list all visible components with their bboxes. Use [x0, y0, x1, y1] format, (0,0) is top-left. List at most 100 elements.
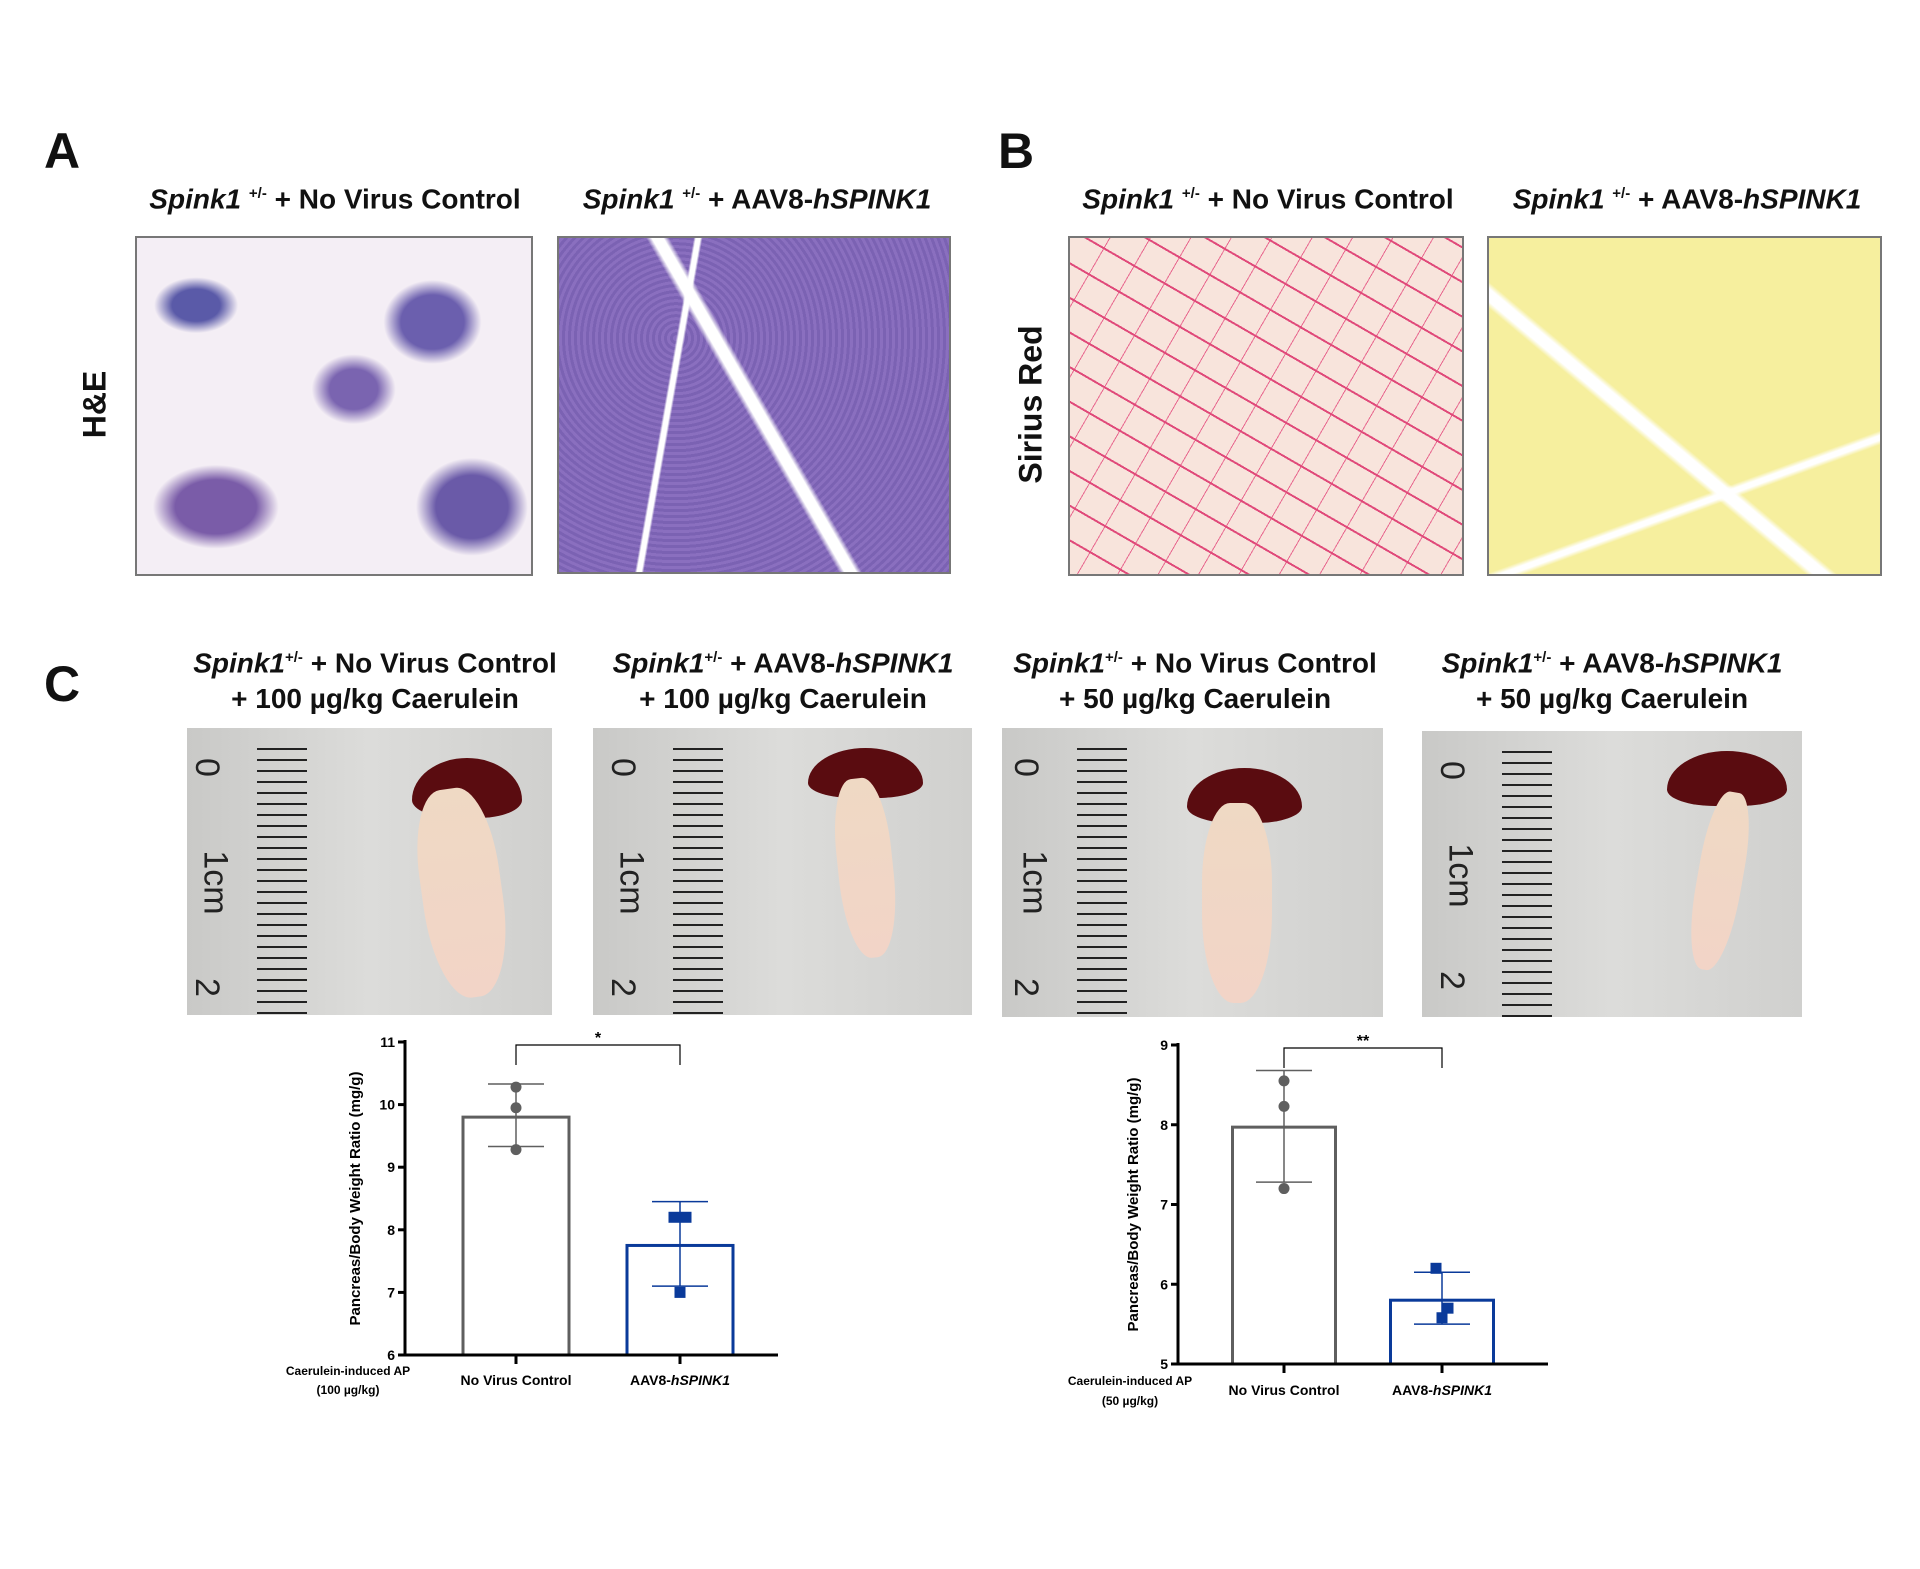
group-label: (100 µg/kg) — [317, 1383, 380, 1397]
genotype: +/- — [248, 185, 267, 202]
he-image-control — [135, 236, 533, 576]
bar-chart-50ug: 5 6 7 8 9 No Virus Control AAV8-hSPINK1 Caerule… — [1068, 1033, 1548, 1408]
x-tick-label: AAV8-hSPINK1 — [1392, 1382, 1492, 1398]
transgene: hSPINK1 — [1664, 647, 1783, 679]
condition: + No Virus Control — [302, 647, 557, 679]
gene-name: Spink1 — [149, 183, 242, 215]
pancreas — [828, 775, 903, 961]
y-tick-label: 9 — [1160, 1037, 1168, 1053]
y-tick-label: 8 — [387, 1222, 395, 1238]
genotype: +/- — [1105, 649, 1123, 666]
header-b2: Spink1 +/- + AAV8-hSPINK1 — [1487, 176, 1887, 217]
pancreas-photo-1: 0 1cm 2 — [187, 728, 552, 1015]
significance-label: * — [595, 1030, 602, 1047]
group-label: Caerulein-induced AP — [1068, 1374, 1192, 1388]
x-tick-label: No Virus Control — [1229, 1382, 1340, 1398]
ruler-label: 1cm — [612, 850, 651, 915]
panel-label-a: A — [44, 123, 81, 179]
ruler-label: 2 — [1432, 971, 1471, 990]
y-axis-label: Pancreas/Body Weight Ratio (mg/g) — [347, 1072, 364, 1326]
condition: + AAV8- — [722, 647, 836, 679]
data-point — [1278, 1183, 1290, 1195]
condition: + No Virus Control — [1122, 647, 1377, 679]
panel-label-b: B — [998, 123, 1035, 179]
significance-bracket — [1283, 1047, 1443, 1068]
row-label-he: H&E — [76, 370, 113, 439]
data-point — [510, 1081, 522, 1093]
sirius-red-image-aav8 — [1487, 236, 1882, 576]
y-tick-label: 9 — [387, 1159, 395, 1175]
pancreas-photo-4: 0 1cm 2 — [1422, 731, 1802, 1017]
panel-label-c: C — [44, 656, 81, 712]
data-point — [1436, 1312, 1448, 1324]
ruler-label: 1cm — [196, 850, 235, 915]
y-tick-label: 7 — [387, 1284, 395, 1300]
data-point — [1442, 1302, 1454, 1314]
y-tick-label: 5 — [1160, 1356, 1168, 1372]
genotype: +/- — [1612, 185, 1631, 202]
gene-name: Spink1 — [1082, 183, 1175, 215]
ruler — [217, 748, 307, 1015]
y-tick-label: 7 — [1160, 1197, 1168, 1213]
transgene: hSPINK1 — [813, 183, 932, 215]
significance-bracket — [515, 1044, 681, 1065]
transgene: hSPINK1 — [1743, 183, 1862, 215]
data-point — [680, 1211, 692, 1223]
y-tick-label: 10 — [379, 1097, 395, 1113]
significance-label: ** — [1357, 1033, 1370, 1050]
ruler — [633, 748, 723, 1015]
y-tick-label: 6 — [387, 1347, 395, 1363]
header-b1: Spink1 +/- + No Virus Control — [1068, 176, 1468, 217]
ruler-label: 2 — [1006, 978, 1045, 997]
genotype: +/- — [1181, 185, 1200, 202]
condition: + No Virus Control — [266, 183, 521, 215]
y-tick-label: 6 — [1160, 1276, 1168, 1292]
data-point — [668, 1211, 680, 1223]
condition: + AAV8- — [1630, 183, 1744, 215]
sirius-red-image-control — [1068, 236, 1464, 576]
header-a1: Spink1 +/- + No Virus Control — [135, 176, 535, 217]
dose: + 100 µg/kg Caerulein — [231, 683, 519, 715]
ruler-label: 2 — [187, 978, 226, 997]
gene-name: Spink1 — [1441, 647, 1534, 679]
header-a2: Spink1 +/- + AAV8-hSPINK1 — [557, 176, 957, 217]
transgene: hSPINK1 — [835, 647, 954, 679]
ruler-label: 0 — [187, 758, 226, 777]
genotype: +/- — [1533, 649, 1552, 666]
header-c3: Spink1+/- + No Virus Control + 50 µg/kg C… — [995, 640, 1395, 717]
bar — [461, 1115, 571, 1357]
genotype: +/- — [682, 185, 701, 202]
dose: + 100 µg/kg Caerulein — [639, 683, 927, 715]
condition: + AAV8- — [1551, 647, 1665, 679]
ruler-label: 0 — [1006, 758, 1045, 777]
condition: + AAV8- — [700, 183, 814, 215]
ruler-label: 1cm — [1015, 850, 1054, 915]
data-point — [510, 1144, 522, 1156]
group-label: (50 µg/kg) — [1102, 1394, 1158, 1408]
gene-name: Spink1 — [582, 183, 675, 215]
dose: + 50 µg/kg Caerulein — [1475, 683, 1749, 715]
pancreas — [407, 783, 517, 1003]
condition: + No Virus Control — [1199, 183, 1454, 215]
gene-name: Spink1 — [612, 647, 705, 679]
ruler — [1037, 748, 1127, 1017]
header-c2: Spink1+/- + AAV8-hSPINK1 + 100 µg/kg Caer… — [583, 640, 983, 717]
ruler — [1462, 751, 1552, 1017]
ruler-label: 0 — [1432, 761, 1471, 780]
he-image-aav8 — [557, 236, 951, 574]
y-tick-label: 8 — [1160, 1117, 1168, 1133]
pancreas-photo-3: 0 1cm 2 — [1002, 728, 1383, 1017]
ruler-label: 1cm — [1441, 843, 1480, 908]
gene-name: Spink1 — [193, 647, 285, 679]
ruler-label: 2 — [603, 978, 642, 997]
genotype: +/- — [704, 649, 723, 666]
bar-chart-100ug: 6 7 8 9 10 11 No Virus Control AAV8-hSPINK1 Caer… — [286, 1030, 778, 1397]
gene-name: Spink1 — [1013, 647, 1105, 679]
data-point — [1278, 1100, 1290, 1112]
data-point — [674, 1286, 686, 1298]
pancreas — [1681, 788, 1758, 974]
row-label-sirius-red: Sirius Red — [1012, 325, 1049, 484]
y-axis-label: Pancreas/Body Weight Ratio (mg/g) — [1125, 1078, 1142, 1332]
data-point — [1430, 1262, 1442, 1274]
pancreas-photo-2: 0 1cm 2 — [593, 728, 972, 1015]
